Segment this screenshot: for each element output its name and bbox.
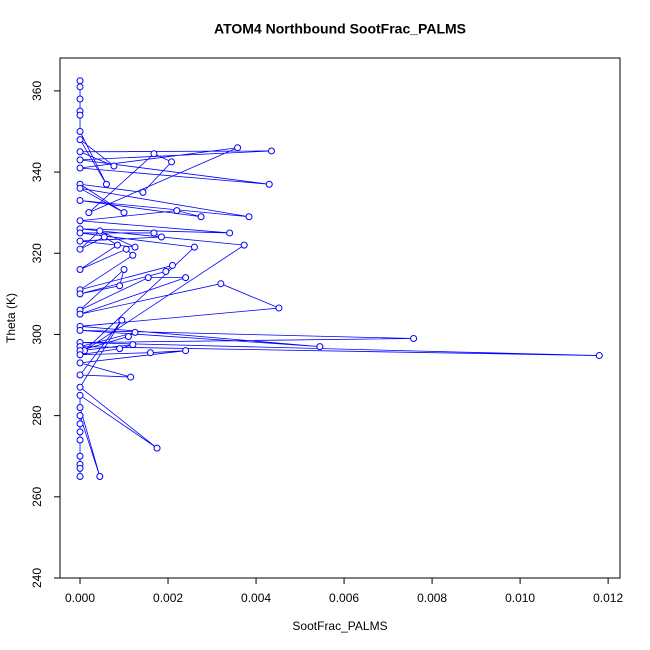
data-point xyxy=(76,136,84,144)
data-point xyxy=(76,310,84,318)
x-tick-label: 0.010 xyxy=(505,591,535,605)
data-point xyxy=(139,188,147,196)
data-point xyxy=(100,233,108,241)
data-point xyxy=(76,326,84,334)
data-point xyxy=(162,268,170,276)
data-point xyxy=(76,473,84,481)
data-point xyxy=(157,233,165,241)
data-point xyxy=(76,265,84,273)
data-point xyxy=(76,359,84,367)
data-point xyxy=(76,237,84,245)
y-tick-label: 240 xyxy=(30,568,44,588)
y-tick-label: 320 xyxy=(30,243,44,263)
plot-frame xyxy=(59,57,621,579)
data-point xyxy=(76,428,84,436)
y-tick-label: 300 xyxy=(30,324,44,344)
data-point xyxy=(76,351,84,359)
data-point xyxy=(153,444,161,452)
data-point xyxy=(182,347,190,355)
data-point xyxy=(168,261,176,269)
x-tick-label: 0.006 xyxy=(329,591,359,605)
data-point xyxy=(76,156,84,164)
data-point xyxy=(168,158,176,166)
data-point xyxy=(76,164,84,172)
data-point xyxy=(76,412,84,420)
data-point xyxy=(96,473,104,481)
data-point xyxy=(76,452,84,460)
y-tick-label: 360 xyxy=(30,81,44,101)
data-point xyxy=(116,282,124,290)
data-point xyxy=(150,150,158,158)
data-point xyxy=(144,274,152,282)
data-point xyxy=(118,316,126,324)
series-line xyxy=(79,80,600,477)
chart-title: ATOM4 Northbound SootFrac_PALMS xyxy=(214,21,466,37)
x-axis-label: SootFrac_PALMS xyxy=(292,619,387,633)
data-point xyxy=(96,227,104,235)
data-point xyxy=(110,162,118,170)
data-point xyxy=(76,127,84,135)
data-point xyxy=(267,147,275,155)
data-point xyxy=(120,265,128,273)
data-point xyxy=(76,290,84,298)
data-point xyxy=(150,229,158,237)
x-tick-label: 0.008 xyxy=(417,591,447,605)
data-point xyxy=(76,371,84,379)
data-point xyxy=(76,95,84,103)
data-point xyxy=(124,332,132,340)
data-point xyxy=(240,241,248,249)
data-point xyxy=(595,352,603,360)
y-tick-label: 340 xyxy=(30,162,44,182)
data-point xyxy=(76,196,84,204)
data-point xyxy=(76,229,84,237)
data-point xyxy=(76,383,84,391)
data-point xyxy=(76,148,84,156)
data-point xyxy=(122,245,130,253)
data-point xyxy=(234,144,242,152)
y-tick-label: 260 xyxy=(30,486,44,506)
data-point xyxy=(275,304,283,312)
data-point xyxy=(316,343,324,351)
data-point xyxy=(76,391,84,399)
data-point xyxy=(76,404,84,412)
data-point xyxy=(217,280,225,288)
data-point xyxy=(127,373,135,381)
data-point xyxy=(190,243,198,251)
data-point xyxy=(76,420,84,428)
x-tick-label: 0.000 xyxy=(65,591,95,605)
data-point xyxy=(265,180,273,188)
data-point xyxy=(131,243,139,251)
data-point xyxy=(76,245,84,253)
data-point xyxy=(76,111,84,119)
data-point xyxy=(226,229,234,237)
data-point xyxy=(129,251,137,259)
data-point xyxy=(102,180,110,188)
data-point xyxy=(76,464,84,472)
data-point xyxy=(245,213,253,221)
data-point xyxy=(76,217,84,225)
data-point xyxy=(410,334,418,342)
data-point xyxy=(76,77,84,85)
data-point xyxy=(113,241,121,249)
x-tick-label: 0.012 xyxy=(593,591,623,605)
data-point xyxy=(131,328,139,336)
data-point xyxy=(197,213,205,221)
data-point xyxy=(146,349,154,357)
x-tick-label: 0.002 xyxy=(153,591,183,605)
data-point xyxy=(76,184,84,192)
y-axis-label: Theta (K) xyxy=(4,293,18,343)
y-tick-label: 280 xyxy=(30,405,44,425)
x-tick-label: 0.004 xyxy=(241,591,271,605)
data-point xyxy=(116,345,124,353)
data-point xyxy=(129,341,137,349)
data-point xyxy=(76,83,84,91)
data-point xyxy=(173,207,181,215)
data-point xyxy=(85,209,93,217)
data-point xyxy=(182,274,190,282)
data-point xyxy=(76,436,84,444)
data-point xyxy=(120,209,128,217)
